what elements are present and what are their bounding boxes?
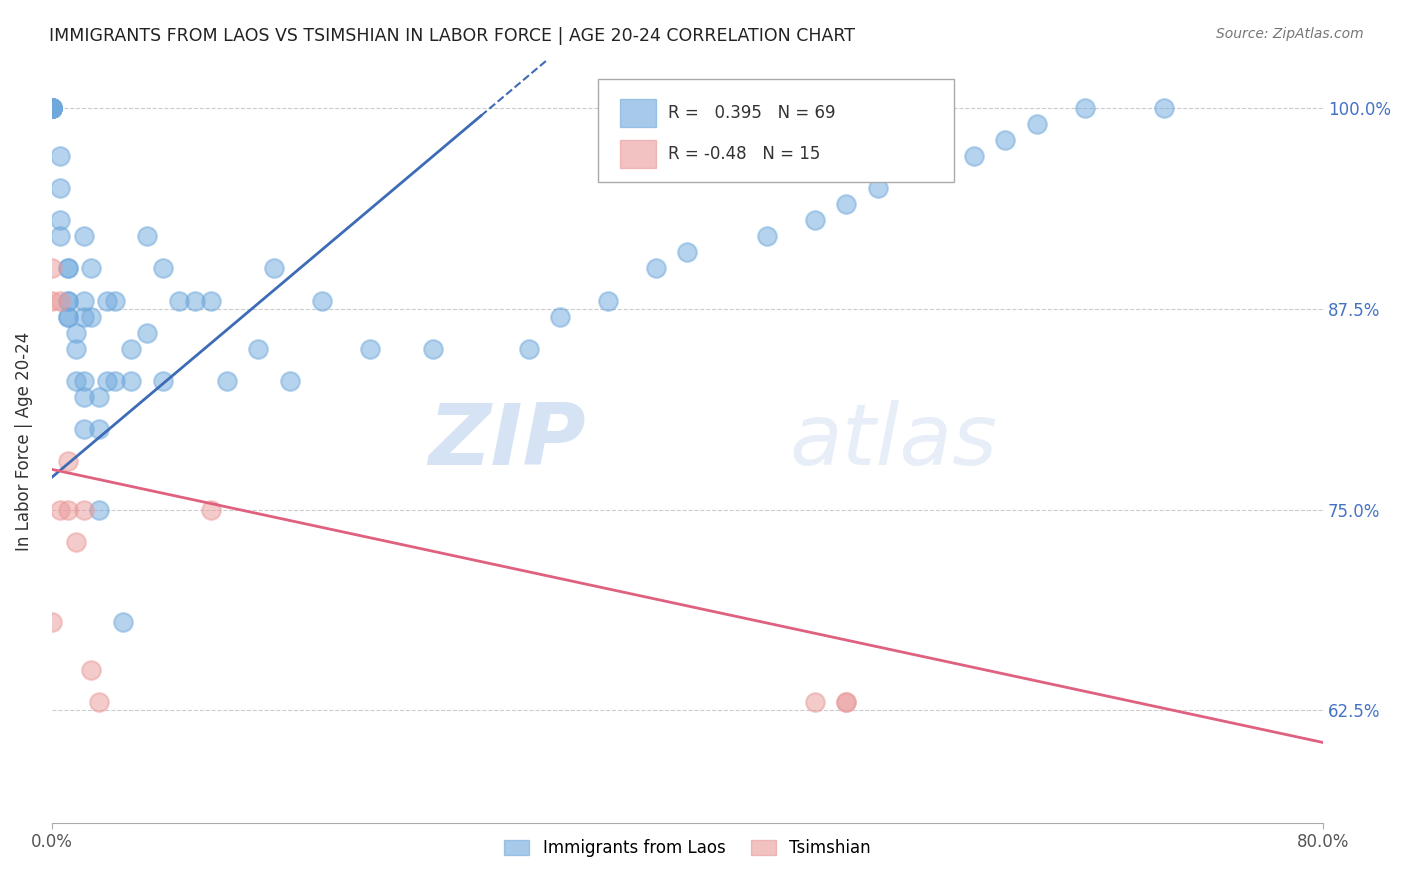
Point <box>359 342 381 356</box>
Point <box>72 310 94 324</box>
Point <box>56 454 79 468</box>
Point <box>56 293 79 308</box>
Point <box>89 695 111 709</box>
Point <box>152 261 174 276</box>
Point <box>835 695 858 709</box>
Y-axis label: In Labor Force | Age 20-24: In Labor Force | Age 20-24 <box>15 332 32 551</box>
Point <box>72 502 94 516</box>
Point <box>803 695 825 709</box>
Point <box>41 101 63 115</box>
Point <box>56 261 79 276</box>
Point <box>72 293 94 308</box>
Point <box>517 342 540 356</box>
Point <box>65 326 87 340</box>
Point <box>48 293 70 308</box>
Point <box>914 165 936 179</box>
Point <box>56 502 79 516</box>
Point <box>96 293 118 308</box>
Point <box>596 293 619 308</box>
Point <box>41 101 63 115</box>
Point <box>962 149 984 163</box>
Point <box>56 310 79 324</box>
Point <box>56 293 79 308</box>
Point <box>167 293 190 308</box>
Point <box>644 261 666 276</box>
Point <box>247 342 270 356</box>
Point <box>80 663 103 677</box>
FancyBboxPatch shape <box>599 78 955 182</box>
Point <box>311 293 333 308</box>
Point <box>48 229 70 244</box>
Point <box>263 261 285 276</box>
Point <box>120 374 142 388</box>
Point <box>120 342 142 356</box>
Point <box>215 374 238 388</box>
Point <box>96 374 118 388</box>
Point <box>80 261 103 276</box>
Point <box>550 310 572 324</box>
Point <box>1153 101 1175 115</box>
Point <box>200 293 222 308</box>
Text: R = -0.48   N = 15: R = -0.48 N = 15 <box>668 145 821 163</box>
Text: IMMIGRANTS FROM LAOS VS TSIMSHIAN IN LABOR FORCE | AGE 20-24 CORRELATION CHART: IMMIGRANTS FROM LAOS VS TSIMSHIAN IN LAB… <box>49 27 855 45</box>
Point <box>48 181 70 195</box>
Point <box>152 374 174 388</box>
Text: R =   0.395   N = 69: R = 0.395 N = 69 <box>668 104 837 122</box>
Point <box>41 101 63 115</box>
Point <box>278 374 301 388</box>
Point <box>676 245 699 260</box>
Point <box>1026 117 1049 131</box>
Point <box>835 197 858 211</box>
Point <box>48 149 70 163</box>
Point <box>41 101 63 115</box>
Point <box>48 213 70 227</box>
Point <box>80 310 103 324</box>
Point <box>56 261 79 276</box>
Point <box>112 615 135 629</box>
Point <box>65 342 87 356</box>
Point <box>835 695 858 709</box>
Point <box>104 374 127 388</box>
Point <box>41 293 63 308</box>
Point <box>56 310 79 324</box>
Bar <box>620 140 655 168</box>
Point <box>755 229 778 244</box>
Text: ZIP: ZIP <box>427 400 586 483</box>
Text: atlas: atlas <box>789 400 997 483</box>
Point <box>200 502 222 516</box>
Point <box>41 615 63 629</box>
Point <box>41 101 63 115</box>
Point <box>1074 101 1097 115</box>
Point <box>41 101 63 115</box>
Point <box>72 390 94 404</box>
Point <box>994 133 1017 147</box>
Point <box>41 261 63 276</box>
Point <box>184 293 207 308</box>
Legend: Immigrants from Laos, Tsimshian: Immigrants from Laos, Tsimshian <box>498 833 877 864</box>
Point <box>104 293 127 308</box>
Point <box>48 502 70 516</box>
Point <box>422 342 444 356</box>
Point <box>89 422 111 436</box>
Point <box>41 101 63 115</box>
Bar <box>620 99 655 127</box>
Point <box>72 374 94 388</box>
Point <box>65 534 87 549</box>
Point <box>72 229 94 244</box>
Point <box>72 422 94 436</box>
Point <box>868 181 890 195</box>
Point <box>41 101 63 115</box>
Text: Source: ZipAtlas.com: Source: ZipAtlas.com <box>1216 27 1364 41</box>
Point <box>89 502 111 516</box>
Point <box>803 213 825 227</box>
Point <box>136 326 159 340</box>
Point <box>136 229 159 244</box>
Point <box>65 374 87 388</box>
Point <box>41 101 63 115</box>
Point <box>89 390 111 404</box>
